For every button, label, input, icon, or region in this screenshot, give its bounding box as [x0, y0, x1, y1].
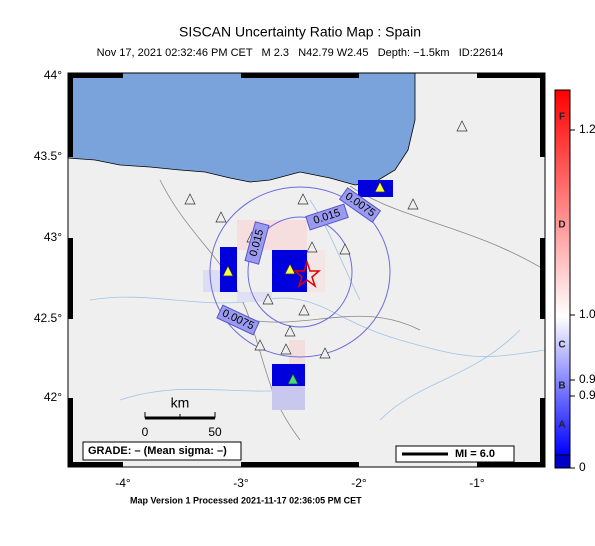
contour-label: 0.015: [244, 221, 270, 265]
station: [184, 193, 196, 205]
station: [319, 347, 331, 359]
sea: [67, 72, 416, 186]
lat-label: 43°: [44, 230, 62, 244]
mi-box: [395, 445, 515, 463]
colorbar-number: 0: [579, 460, 586, 474]
scale-end: 50: [208, 425, 222, 439]
station: [287, 373, 299, 385]
frame-band: [68, 238, 73, 319]
lat-label: 43.5°: [34, 149, 62, 163]
title: SISCAN Uncertainty Ratio Map : Spain: [179, 24, 421, 40]
colorbar-letter: B: [558, 381, 565, 392]
scale-start: 0: [142, 425, 149, 439]
station: [407, 198, 419, 210]
contour-label-box: [338, 187, 382, 223]
colorbar-number: 0.9: [579, 388, 595, 402]
frame-band: [68, 398, 73, 467]
station: [374, 181, 386, 193]
subtitle: Nov 17, 2021 02:32:46 PM CET M 2.3 N42.7…: [97, 47, 504, 59]
station: [298, 304, 310, 316]
epicenter: [292, 259, 322, 289]
station: [215, 211, 227, 223]
station: [262, 293, 274, 305]
lon-label: -1°: [469, 476, 485, 490]
frame-band: [540, 76, 545, 157]
colorbar-number: 0.9: [579, 372, 595, 386]
station: [284, 325, 296, 337]
map-frame: [67, 72, 546, 468]
grade-box: [82, 441, 242, 461]
footer: Map Version 1 Processed 2021-11-17 02:36…: [130, 495, 362, 505]
station: [297, 193, 309, 205]
lon-label: -2°: [351, 476, 367, 490]
colorbar-letter: C: [558, 340, 565, 351]
frame-band: [540, 238, 545, 319]
station: [339, 243, 351, 255]
lat-label: 42.5°: [34, 311, 62, 325]
colorbar-letter: D: [558, 220, 565, 231]
frame-band: [540, 398, 545, 467]
contour-label-box: [216, 304, 260, 336]
colorbar-number: 1.2: [579, 122, 595, 136]
frame-band: [241, 73, 359, 78]
frame-band: [477, 462, 545, 467]
contour-label-box: [244, 221, 270, 265]
station: [456, 120, 468, 132]
frame-band: [241, 462, 359, 467]
lat-label: 42°: [44, 390, 62, 404]
frame-band: [477, 73, 545, 78]
colorbar-letter: F: [559, 112, 565, 123]
lon-label: -4°: [115, 476, 131, 490]
station: [222, 265, 234, 277]
contours: [209, 186, 391, 358]
frame-band: [68, 462, 123, 467]
grade: GRADE: – (Mean sigma: –): [88, 445, 227, 457]
lat-label: 44°: [44, 68, 62, 82]
colorbar-number: 1.0: [579, 307, 595, 321]
station: [280, 343, 292, 355]
mi: MI = 6.0: [455, 448, 495, 460]
contour-label: 0.015: [305, 203, 349, 231]
frame-band: [68, 76, 73, 157]
lon-label: -3°: [233, 476, 249, 490]
contour-label-box: [305, 203, 349, 231]
station: [306, 241, 318, 253]
rivers: [89, 199, 546, 421]
colorbar-letter: A: [558, 420, 565, 431]
scale-unit: km: [171, 395, 190, 411]
station: [254, 339, 266, 351]
colorbar: [554, 89, 571, 456]
stations: [184, 120, 468, 385]
frame-band: [68, 73, 123, 78]
colorbar-floor: [554, 454, 571, 469]
station: [284, 263, 296, 275]
